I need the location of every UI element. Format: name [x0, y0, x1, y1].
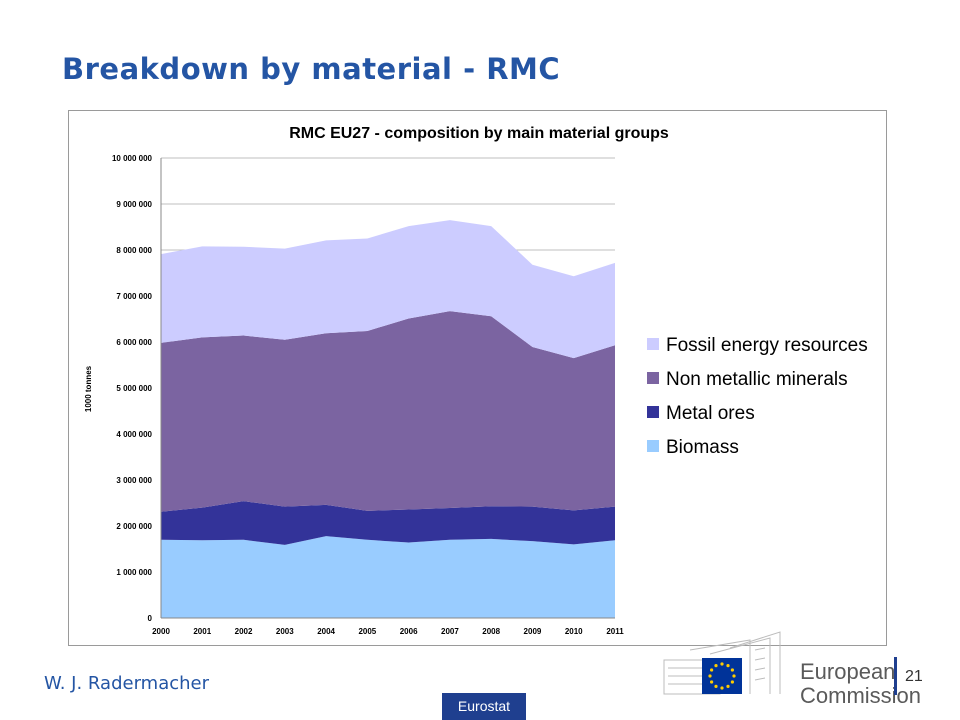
legend-swatch-non-metallic-minerals [647, 372, 659, 384]
legend-label-biomass: Biomass [666, 437, 739, 458]
x-tick-label: 2005 [358, 627, 376, 636]
author-name: W. J. Radermacher [44, 673, 209, 694]
y-tick-label: 8 000 000 [116, 246, 152, 255]
y-tick-label: 4 000 000 [116, 430, 152, 439]
x-tick-label: 2001 [193, 627, 211, 636]
eu-star-icon [714, 684, 718, 688]
x-tick-label: 2000 [152, 627, 170, 636]
y-tick-label: 7 000 000 [116, 292, 152, 301]
x-tick-label: 2009 [524, 627, 542, 636]
area-metal-ores [161, 501, 615, 545]
logo-text-line1: European [800, 659, 896, 684]
eu-star-icon [714, 664, 718, 668]
y-tick-label: 3 000 000 [116, 476, 152, 485]
slide-title: Breakdown by material - RMC [62, 52, 561, 86]
area-biomass [161, 536, 615, 618]
x-tick-label: 2006 [400, 627, 418, 636]
legend-label-non-metallic-minerals: Non metallic minerals [666, 369, 848, 390]
x-tick-label: 2003 [276, 627, 294, 636]
eu-star-icon [730, 680, 734, 684]
x-tick-label: 2002 [235, 627, 253, 636]
y-axis-label: 1000 tonnes [84, 365, 93, 412]
legend-swatch-fossil-energy-resources [647, 338, 659, 350]
logo-text-line2: Commission [800, 683, 922, 708]
source-tag: Eurostat [442, 693, 526, 720]
y-tick-label: 1 000 000 [116, 568, 152, 577]
page-number: 21 [905, 668, 923, 685]
eu-star-icon [726, 664, 730, 668]
chart-legend: Fossil energy resources Non metallic mine… [647, 335, 868, 458]
y-tick-label: 2 000 000 [116, 522, 152, 531]
rmc-area-chart: RMC EU27 - composition by main material … [84, 125, 868, 636]
y-tick-label: 10 000 000 [112, 154, 153, 163]
x-tick-label: 2011 [606, 627, 624, 636]
x-tick-labels: 2000 2001 2002 2003 2004 2005 2006 2007 2008 2009… [152, 627, 624, 636]
eu-star-icon [720, 662, 724, 666]
european-commission-logo-graphic [663, 631, 781, 695]
y-tick-labels: 0 1 000 000 2 000 000 3 000 000 4 000 000 5 0… [112, 154, 153, 623]
eu-star-icon [730, 668, 734, 672]
y-tick-label: 0 [148, 614, 153, 623]
legend-swatch-biomass [647, 440, 659, 452]
eu-star-icon [732, 674, 736, 678]
area-fossil-energy-resources [161, 220, 615, 359]
stacked-areas [161, 220, 615, 618]
eu-star-icon [708, 674, 712, 678]
y-tick-label: 6 000 000 [116, 338, 152, 347]
chart-frame: RMC EU27 - composition by main material … [68, 110, 887, 646]
x-tick-label: 2007 [441, 627, 459, 636]
eu-star-icon [710, 680, 714, 684]
legend-label-fossil-energy-resources: Fossil energy resources [666, 335, 868, 356]
area-non-metallic-minerals [161, 311, 615, 512]
legend-swatch-metal-ores [647, 406, 659, 418]
eu-star-icon [720, 686, 724, 690]
y-tick-label: 9 000 000 [116, 200, 152, 209]
eu-star-icon [726, 684, 730, 688]
eu-star-icon [710, 668, 714, 672]
x-tick-label: 2008 [482, 627, 500, 636]
y-tick-label: 5 000 000 [116, 384, 152, 393]
x-tick-label: 2004 [317, 627, 335, 636]
axes [160, 158, 615, 619]
x-tick-label: 2010 [565, 627, 583, 636]
legend-label-metal-ores: Metal ores [666, 403, 755, 424]
logo-separator [894, 657, 897, 695]
chart-title: RMC EU27 - composition by main material … [289, 125, 669, 142]
